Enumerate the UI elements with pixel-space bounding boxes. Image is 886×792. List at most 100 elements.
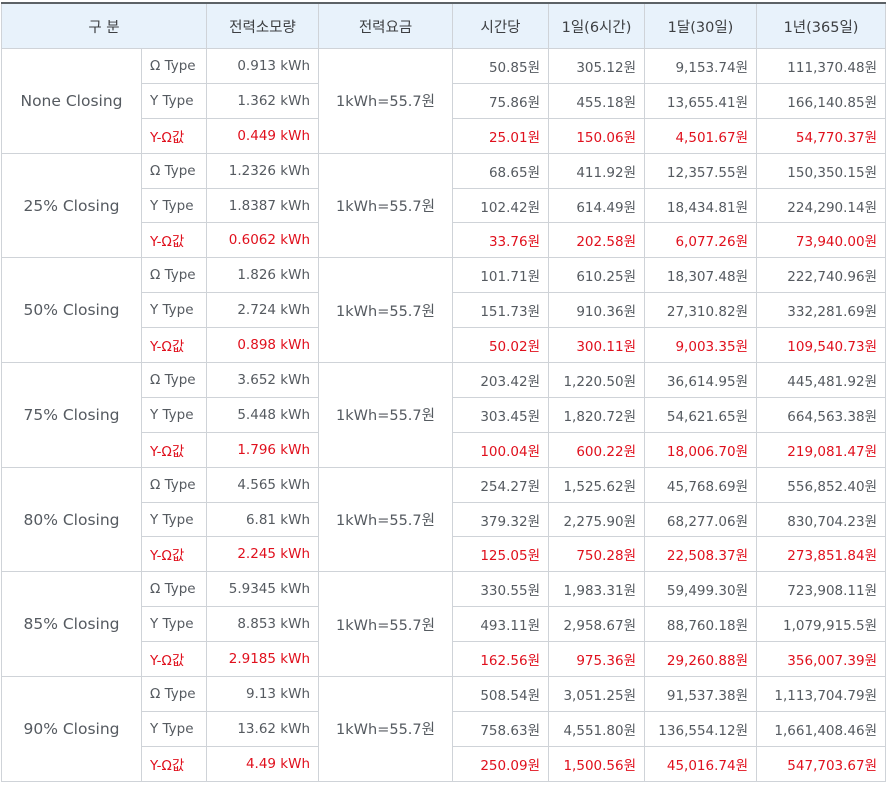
consumption-cell: 4.49 kWh (206, 745, 320, 782)
daily-cost-cell: 455.18원 (548, 82, 646, 119)
type-cell: Y-Ω값 (140, 117, 208, 154)
consumption-cell: 2.9185 kWh (206, 641, 320, 678)
y-type-row: Y Type 6.81 kWh 379.32원 2,275.90원 68,277.06원… (2, 501, 886, 538)
header-per-month: 1달(30일) (644, 2, 758, 49)
hourly-cost-cell: 50.02원 (452, 327, 550, 364)
yearly-cost-cell: 547,703.67원 (756, 745, 886, 782)
yearly-cost-cell: 219,081.47원 (756, 431, 886, 468)
type-cell: Y-Ω값 (140, 536, 208, 573)
consumption-cell: 0.6062 kWh (206, 222, 320, 259)
yearly-cost-cell: 445,481.92원 (756, 362, 886, 398)
consumption-cell: 5.9345 kWh (206, 571, 320, 608)
type-cell: Y Type (140, 396, 208, 433)
omega-type-row: 85% Closing Ω Type 5.9345 kWh 1kWh=55.7원 330… (1, 571, 886, 678)
y-type-row: Y Type 5.448 kWh 303.45원 1,820.72원 54,621.65… (2, 396, 886, 433)
omega-type-row: 50% Closing Ω Type 1.826 kWh 1kWh=55.7원 101.… (1, 257, 886, 364)
hourly-cost-cell: 33.76원 (452, 222, 550, 259)
hourly-cost-cell: 250.09원 (452, 745, 550, 782)
monthly-cost-cell: 9,153.74원 (644, 48, 758, 84)
type-cell: Ω Type (140, 571, 208, 608)
y-type-row: Y Type 1.362 kWh 75.86원 455.18원 13,655.41원 16… (2, 82, 886, 119)
monthly-cost-cell: 18,307.48원 (644, 257, 758, 294)
daily-cost-cell: 600.22원 (548, 431, 646, 468)
rate-cell: 1kWh=55.7원 (318, 257, 454, 364)
closing-group-label: 90% Closing (1, 676, 142, 782)
header-power-consumption: 전력소모량 (206, 2, 320, 49)
hourly-cost-cell: 330.55원 (452, 571, 550, 608)
consumption-cell: 0.449 kWh (206, 117, 320, 154)
monthly-cost-cell: 12,357.55원 (644, 152, 758, 189)
consumption-cell: 0.898 kWh (206, 327, 320, 364)
yearly-cost-cell: 150,350.15원 (756, 152, 886, 189)
type-cell: Y Type (140, 501, 208, 538)
monthly-cost-cell: 59,499.30원 (644, 571, 758, 608)
rate-cell: 1kWh=55.7원 (318, 676, 454, 782)
daily-cost-cell: 1,220.50원 (548, 362, 646, 398)
hourly-cost-cell: 75.86원 (452, 82, 550, 119)
type-cell: Y Type (140, 606, 208, 643)
type-cell: Y-Ω값 (140, 745, 208, 782)
yearly-cost-cell: 73,940.00원 (756, 222, 886, 259)
daily-cost-cell: 1,820.72원 (548, 396, 646, 433)
daily-cost-cell: 750.28원 (548, 536, 646, 573)
yearly-cost-cell: 356,007.39원 (756, 641, 886, 678)
consumption-cell: 2.245 kWh (206, 536, 320, 573)
daily-cost-cell: 4,551.80원 (548, 710, 646, 747)
type-cell: Y Type (140, 710, 208, 747)
consumption-cell: 4.565 kWh (206, 466, 320, 503)
closing-group-label: 75% Closing (1, 362, 142, 468)
omega-type-row: 75% Closing Ω Type 3.652 kWh 1kWh=55.7원 203.… (1, 362, 886, 468)
y-omega-diff-row: Y-Ω값 0.449 kWh 25.01원 150.06원 4,501.67원 54,77… (2, 117, 886, 154)
hourly-cost-cell: 379.32원 (452, 501, 550, 538)
yearly-cost-cell: 224,290.14원 (756, 187, 886, 224)
daily-cost-cell: 2,275.90원 (548, 501, 646, 538)
hourly-cost-cell: 102.42원 (452, 187, 550, 224)
yearly-cost-cell: 664,563.38원 (756, 396, 886, 433)
y-type-row: Y Type 13.62 kWh 758.63원 4,551.80원 136,554.1… (2, 710, 886, 747)
yearly-cost-cell: 556,852.40원 (756, 466, 886, 503)
rate-cell: 1kWh=55.7원 (318, 571, 454, 678)
hourly-cost-cell: 100.04원 (452, 431, 550, 468)
type-cell: Y Type (140, 82, 208, 119)
table-header-row: 구 분 전력소모량 전력요금 시간당 1일(6시간) 1달(30일) 1년(36… (0, 2, 886, 49)
hourly-cost-cell: 203.42원 (452, 362, 550, 398)
type-cell: Ω Type (140, 48, 208, 84)
daily-cost-cell: 300.11원 (548, 327, 646, 364)
y-type-row: Y Type 8.853 kWh 493.11원 2,958.67원 88,760.18… (2, 606, 886, 643)
monthly-cost-cell: 36,614.95원 (644, 362, 758, 398)
monthly-cost-cell: 18,434.81원 (644, 187, 758, 224)
consumption-cell: 13.62 kWh (206, 710, 320, 747)
yearly-cost-cell: 111,370.48원 (756, 48, 886, 84)
consumption-cell: 1.8387 kWh (206, 187, 320, 224)
type-cell: Ω Type (140, 257, 208, 294)
closing-group-label: 85% Closing (1, 571, 142, 678)
header-power-rate: 전력요금 (318, 2, 454, 49)
hourly-cost-cell: 151.73원 (452, 292, 550, 329)
y-type-row: Y Type 1.8387 kWh 102.42원 614.49원 18,434.81원… (2, 187, 886, 224)
yearly-cost-cell: 1,661,408.46원 (756, 710, 886, 747)
daily-cost-cell: 2,958.67원 (548, 606, 646, 643)
hourly-cost-cell: 25.01원 (452, 117, 550, 154)
daily-cost-cell: 305.12원 (548, 48, 646, 84)
daily-cost-cell: 150.06원 (548, 117, 646, 154)
monthly-cost-cell: 29,260.88원 (644, 641, 758, 678)
daily-cost-cell: 411.92원 (548, 152, 646, 189)
closing-group-label: 80% Closing (1, 466, 142, 573)
hourly-cost-cell: 101.71원 (452, 257, 550, 294)
monthly-cost-cell: 4,501.67원 (644, 117, 758, 154)
y-omega-diff-row: Y-Ω값 4.49 kWh 250.09원 1,500.56원 45,016.74원 54… (2, 745, 886, 782)
table-body: None Closing Ω Type 0.913 kWh 1kWh=55.7원 50.… (1, 48, 886, 782)
header-category: 구 분 (0, 2, 208, 49)
monthly-cost-cell: 13,655.41원 (644, 82, 758, 119)
daily-cost-cell: 610.25원 (548, 257, 646, 294)
type-cell: Ω Type (140, 676, 208, 712)
monthly-cost-cell: 88,760.18원 (644, 606, 758, 643)
header-per-year: 1년(365일) (756, 2, 886, 49)
yearly-cost-cell: 1,079,915.5원 (756, 606, 886, 643)
monthly-cost-cell: 91,537.38원 (644, 676, 758, 712)
monthly-cost-cell: 54,621.65원 (644, 396, 758, 433)
hourly-cost-cell: 68.65원 (452, 152, 550, 189)
yearly-cost-cell: 1,113,704.79원 (756, 676, 886, 712)
monthly-cost-cell: 45,768.69원 (644, 466, 758, 503)
consumption-cell: 1.826 kWh (206, 257, 320, 294)
